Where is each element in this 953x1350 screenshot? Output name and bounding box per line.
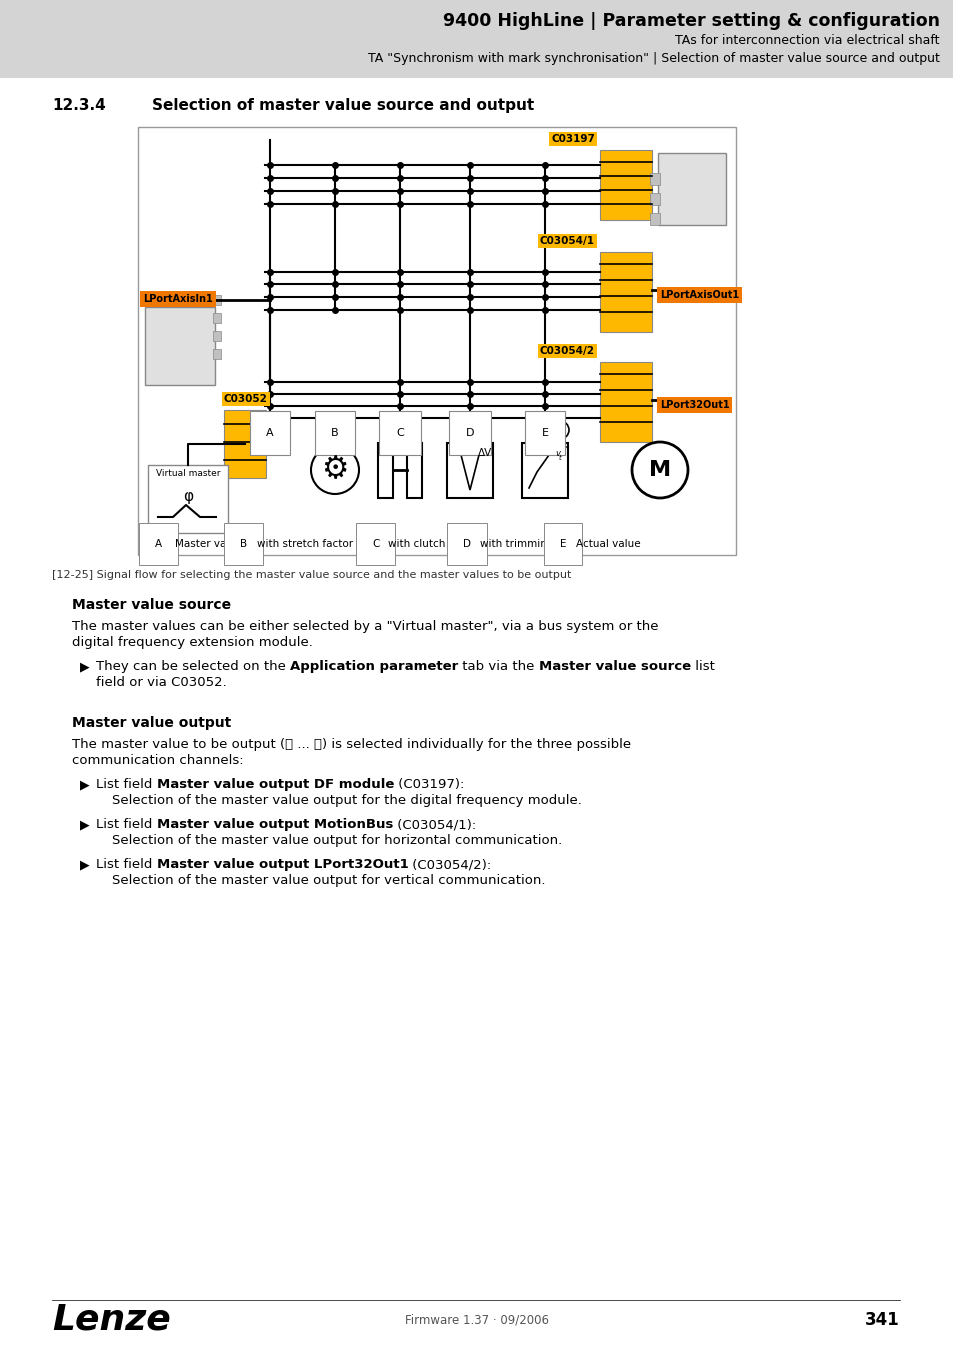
Text: Master value output DF module: Master value output DF module: [156, 778, 394, 791]
Text: C03054/2: C03054/2: [539, 346, 595, 356]
Text: ⚙: ⚙: [321, 455, 349, 485]
Text: (C03197):: (C03197):: [394, 778, 464, 791]
Bar: [213, 313, 221, 323]
Text: C03054/1: C03054/1: [539, 236, 595, 246]
Text: The master value to be output (Ⓐ ... Ⓔ) is selected individually for the three p: The master value to be output (Ⓐ ... Ⓔ) …: [71, 738, 631, 751]
Bar: [224, 410, 266, 478]
Bar: [521, 443, 567, 498]
Text: C03197: C03197: [551, 134, 595, 144]
Text: C03052: C03052: [224, 394, 268, 404]
Text: Master value source: Master value source: [71, 598, 231, 612]
Text: Master value output LPort32Out1: Master value output LPort32Out1: [156, 859, 408, 871]
Text: (C03054/2):: (C03054/2):: [408, 859, 491, 871]
Text: ▶: ▶: [80, 859, 90, 871]
Text: They can be selected on the: They can be selected on the: [96, 660, 290, 674]
Text: ▶: ▶: [80, 660, 90, 674]
Bar: [213, 350, 221, 359]
Circle shape: [551, 421, 568, 439]
Text: List field: List field: [96, 818, 156, 832]
Bar: [649, 173, 659, 185]
Text: 341: 341: [864, 1311, 899, 1328]
Text: TAs for interconnection via electrical shaft: TAs for interconnection via electrical s…: [675, 34, 939, 47]
Bar: [213, 331, 221, 342]
Text: A: A: [266, 428, 274, 437]
Text: communication channels:: communication channels:: [71, 755, 243, 767]
Text: 12.3.4: 12.3.4: [52, 99, 106, 113]
Bar: [599, 150, 651, 220]
Circle shape: [631, 441, 687, 498]
Text: D: D: [462, 539, 471, 549]
Text: Actual value: Actual value: [576, 539, 640, 549]
Text: C: C: [395, 428, 403, 437]
Bar: [213, 296, 221, 305]
Text: with stretch factor: with stretch factor: [256, 539, 353, 549]
Bar: [148, 464, 228, 533]
Text: Master value output: Master value output: [71, 716, 231, 730]
Text: B: B: [331, 428, 338, 437]
Bar: [658, 153, 725, 225]
Text: φ: φ: [183, 489, 193, 504]
Text: Master value: Master value: [174, 539, 242, 549]
Bar: [377, 443, 393, 498]
Bar: [407, 443, 421, 498]
Bar: [447, 443, 493, 498]
Text: ΔV: ΔV: [477, 448, 492, 458]
Text: tab via the: tab via the: [457, 660, 538, 674]
Text: List field: List field: [96, 859, 156, 871]
Text: digital frequency extension module.: digital frequency extension module.: [71, 636, 313, 649]
Text: t: t: [558, 455, 561, 460]
Text: ▶: ▶: [80, 778, 90, 791]
Bar: [145, 306, 214, 385]
Text: D: D: [465, 428, 474, 437]
Text: field or via C03052.: field or via C03052.: [96, 676, 227, 688]
Text: List field: List field: [96, 778, 156, 791]
Text: [12-25] Signal flow for selecting the master value source and the master values : [12-25] Signal flow for selecting the ma…: [52, 570, 571, 580]
Text: ▶: ▶: [80, 818, 90, 832]
Text: LPort32Out1: LPort32Out1: [659, 400, 729, 410]
Text: Master value source: Master value source: [538, 660, 690, 674]
Circle shape: [311, 446, 358, 494]
Bar: [599, 362, 651, 441]
Bar: [599, 252, 651, 332]
Text: with trimming: with trimming: [479, 539, 553, 549]
Text: Selection of master value source and output: Selection of master value source and out…: [152, 99, 534, 113]
Text: M: M: [648, 460, 670, 481]
Text: A: A: [154, 539, 162, 549]
Text: Firmware 1.37 · 09/2006: Firmware 1.37 · 09/2006: [405, 1314, 548, 1327]
Text: Application parameter: Application parameter: [290, 660, 457, 674]
Bar: [649, 193, 659, 205]
Text: E: E: [541, 428, 548, 437]
Text: LPortAxisIn1: LPortAxisIn1: [143, 294, 213, 304]
Bar: [138, 127, 735, 555]
Text: E: E: [559, 539, 566, 549]
Text: with clutch: with clutch: [388, 539, 445, 549]
Text: TA "Synchronism with mark synchronisation" | Selection of master value source an: TA "Synchronism with mark synchronisatio…: [368, 53, 939, 65]
Text: list: list: [690, 660, 714, 674]
Text: Selection of the master value output for the digital frequency module.: Selection of the master value output for…: [112, 794, 581, 807]
Text: Master value output MotionBus: Master value output MotionBus: [156, 818, 393, 832]
Text: 9400 HighLine | Parameter setting & configuration: 9400 HighLine | Parameter setting & conf…: [442, 12, 939, 30]
Text: C: C: [372, 539, 379, 549]
Text: Virtual master: Virtual master: [155, 468, 220, 478]
Text: Lenze: Lenze: [52, 1303, 171, 1336]
Text: The master values can be either selected by a "Virtual master", via a bus system: The master values can be either selected…: [71, 620, 658, 633]
Bar: [649, 213, 659, 225]
Text: (C03054/1):: (C03054/1):: [393, 818, 476, 832]
Text: LPortAxisOut1: LPortAxisOut1: [659, 290, 739, 300]
Text: Selection of the master value output for vertical communication.: Selection of the master value output for…: [112, 873, 545, 887]
Bar: [0, 0, 953, 78]
Text: B: B: [240, 539, 247, 549]
Text: Selection of the master value output for horizontal communication.: Selection of the master value output for…: [112, 834, 561, 846]
Text: v: v: [555, 450, 559, 458]
